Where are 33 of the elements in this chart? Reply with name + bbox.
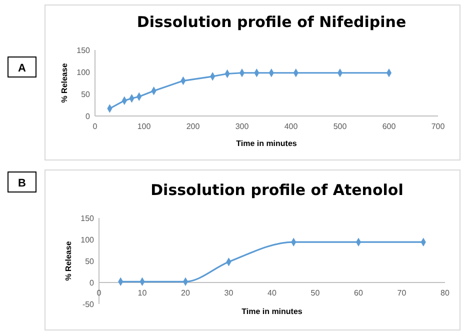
x-tick-label: 700 [431,122,446,131]
y-tick-label: 50 [81,90,91,99]
x-tick-label: 600 [382,122,396,131]
x-tick-label: 300 [235,122,250,131]
y-tick-label: 150 [80,214,95,223]
x-axis-title: Time in minutes [242,307,303,316]
y-tick-label: -50 [82,300,95,309]
y-tick-label: 100 [80,236,95,244]
text: A [18,62,26,74]
x-tick-label: 100 [137,122,152,131]
y-tick-label: 100 [76,68,91,77]
x-tick-label: 80 [440,288,450,298]
x-axis-title: Time in minutes [236,139,298,148]
y-axis-title: % Release [64,240,73,281]
x-tick-label: 50 [310,288,320,298]
x-tick-label: 0 [96,288,102,298]
chart-title: Dissolution profile of Nifedipine [136,13,406,31]
x-tick-label: 60 [354,288,364,298]
x-tick-label: 400 [284,122,298,131]
x-tick-label: 20 [181,288,190,298]
text: B [18,178,26,190]
x-tick-label: 70 [397,288,407,298]
x-tick-label: 30 [224,288,234,298]
x-tick-label: 10 [138,288,148,298]
y-tick-label: 150 [76,46,91,55]
x-tick-label: 500 [333,122,348,131]
y-tick-label: 0 [86,112,91,121]
y-tick-label: 50 [85,257,95,266]
y-axis-title: % Release [60,62,69,103]
chart-title: Dissolution profile of Atenolol [150,181,404,199]
x-tick-label: 200 [186,122,200,131]
y-tick-label: 0 [90,278,95,288]
x-tick-label: 40 [268,288,277,298]
